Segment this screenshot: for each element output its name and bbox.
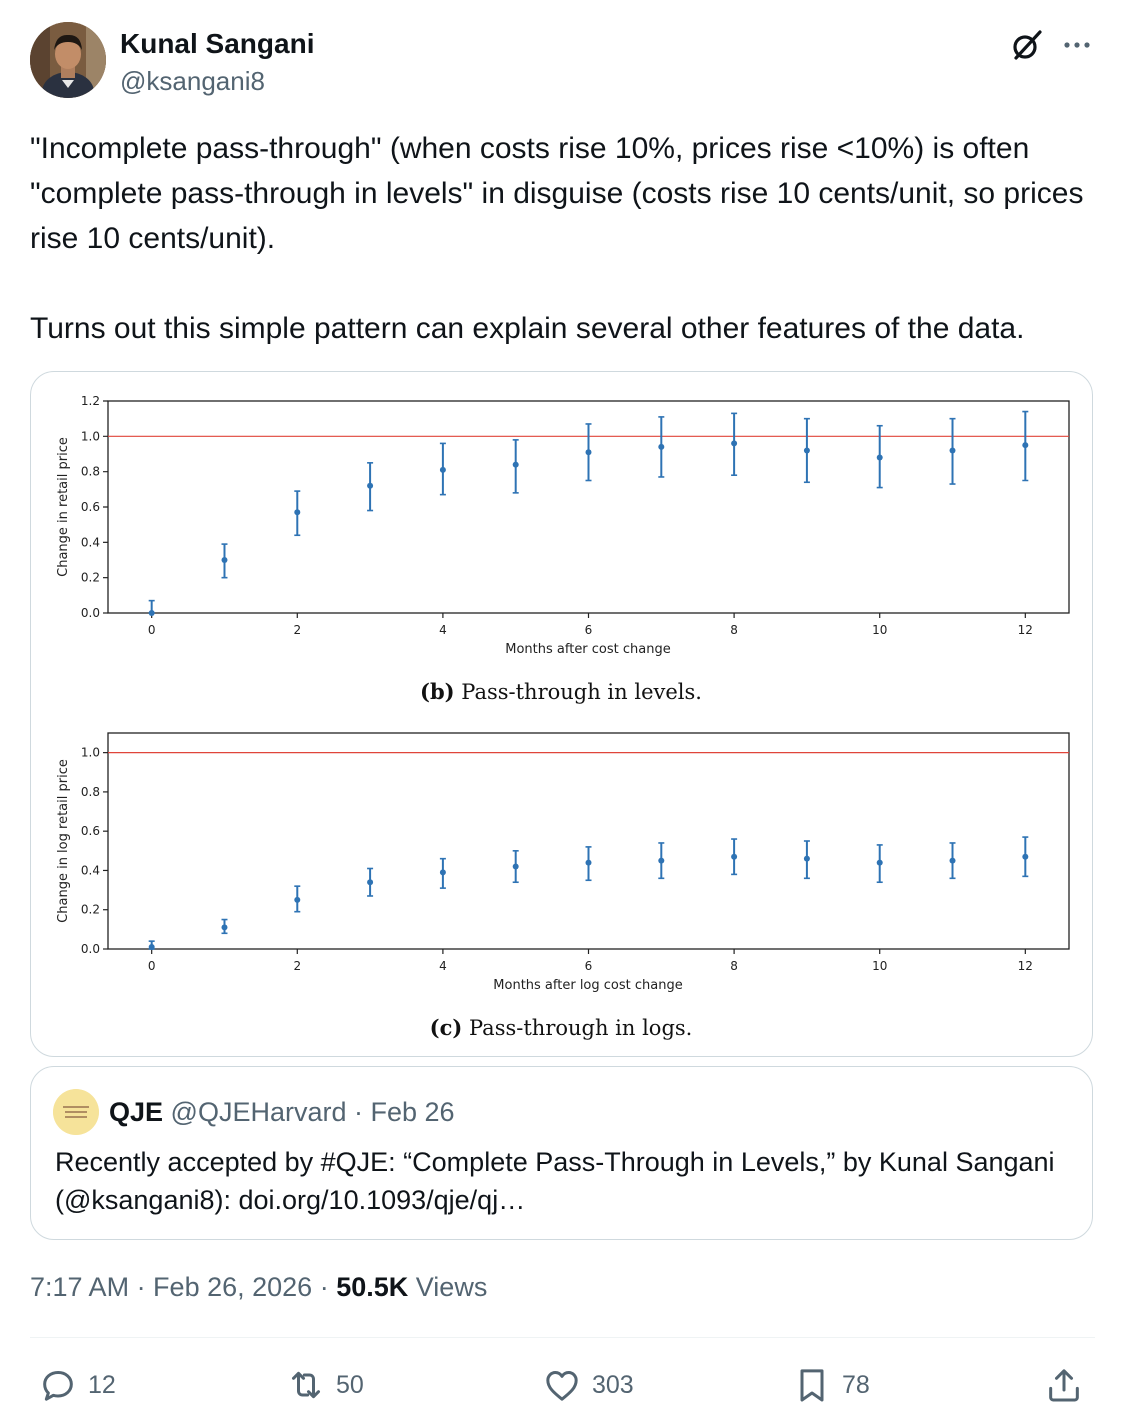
like-icon xyxy=(546,1371,578,1401)
quoted-tweet-text: Recently accepted by #QJE: “Complete Pas… xyxy=(55,1147,1055,1215)
views-count: 50.5K xyxy=(336,1272,409,1302)
chart-levels-xtick-label-4: 8 xyxy=(730,623,738,637)
like-button[interactable]: 303 xyxy=(542,1362,634,1408)
tweet-timestamp[interactable]: 7:17 AM · Feb 26, 2026 xyxy=(30,1272,313,1302)
chart-levels-point-2 xyxy=(294,509,301,516)
chart-levels: Change in retail price Months after cost… xyxy=(56,394,1070,704)
chart-levels-caption: (b) Pass-through in levels. xyxy=(420,679,702,704)
chart-logs-point-4 xyxy=(439,869,446,876)
chart-logs-caption: (c) Pass-through in logs. xyxy=(430,1015,693,1040)
chart-levels-point-8 xyxy=(731,440,738,447)
chart-levels-point-12 xyxy=(1022,442,1029,449)
chart-levels-xtick-label-6: 12 xyxy=(1018,623,1033,637)
chart-logs-ytick-label-3: 0.6 xyxy=(81,824,100,838)
grok-icon[interactable] xyxy=(1010,28,1044,62)
chart-levels-xtick-label-0: 0 xyxy=(148,623,156,637)
chart-levels-ytick-label-2: 0.4 xyxy=(81,535,100,549)
chart-levels-point-5 xyxy=(512,461,519,468)
chart-logs-point-10 xyxy=(876,859,883,866)
chart-logs-point-3 xyxy=(367,879,374,886)
chart-logs-ytick-label-5: 1.0 xyxy=(81,746,100,760)
chart-logs-ytick-label-2: 0.4 xyxy=(81,863,100,877)
repost-count: 50 xyxy=(336,1370,364,1399)
share-icon xyxy=(1049,1369,1079,1402)
chart-levels-xlabel: Months after cost change xyxy=(505,642,670,657)
chart-logs-xtick-label-1: 2 xyxy=(293,959,301,973)
bookmark-icon xyxy=(800,1369,824,1402)
divider xyxy=(30,1337,1095,1338)
chart-logs-xtick-label-3: 6 xyxy=(585,959,593,973)
quoted-tweet-avatar[interactable] xyxy=(53,1089,99,1135)
tweet-text: "Incomplete pass-through" (when costs ri… xyxy=(30,132,1084,345)
chart-levels-xtick-label-5: 10 xyxy=(872,623,887,637)
chart-levels-ytick-label-1: 0.2 xyxy=(81,571,100,585)
quoted-tweet-header: QJE @QJEHarvard · Feb 26 xyxy=(109,1097,455,1128)
quoted-tweet-author[interactable]: QJE xyxy=(109,1097,164,1127)
reply-count: 12 xyxy=(88,1370,116,1399)
more-icon[interactable] xyxy=(1060,28,1094,62)
chart-logs-xlabel: Months after log cost change xyxy=(493,978,682,993)
repost-button[interactable]: 50 xyxy=(286,1362,364,1408)
chart-levels-ytick-label-5: 1.0 xyxy=(81,429,100,443)
author-name[interactable]: Kunal Sangani xyxy=(120,28,315,59)
chart-levels-point-3 xyxy=(367,482,374,489)
repost-icon xyxy=(292,1371,320,1399)
chart-levels-xtick-label-1: 2 xyxy=(293,623,301,637)
chart-logs-point-12 xyxy=(1022,853,1029,860)
chart-logs-point-1 xyxy=(221,924,228,931)
chart-logs-xtick-label-0: 0 xyxy=(148,959,156,973)
like-count: 303 xyxy=(592,1370,634,1399)
chart-levels-ylabel: Change in retail price xyxy=(56,437,71,577)
tweet-meta: 7:17 AM · Feb 26, 2026 · 50.5K Views xyxy=(30,1272,487,1303)
chart-levels-point-6 xyxy=(585,449,592,456)
chart-logs-xtick-label-6: 12 xyxy=(1018,959,1033,973)
chart-logs-xtick-label-4: 8 xyxy=(730,959,738,973)
quoted-tweet[interactable]: QJE @QJEHarvard · Feb 26 Recently accept… xyxy=(30,1066,1093,1240)
action-bar: 12 50 303 78 xyxy=(30,1362,1095,1408)
reply-icon xyxy=(43,1371,73,1401)
chart-logs-point-8 xyxy=(731,853,738,860)
chart-logs-xtick-label-2: 4 xyxy=(439,959,447,973)
bookmark-count: 78 xyxy=(842,1370,870,1399)
chart-logs-ytick-label-1: 0.2 xyxy=(81,903,100,917)
chart-logs-point-7 xyxy=(658,857,665,864)
bookmark-button[interactable]: 78 xyxy=(792,1362,870,1408)
chart-levels-ytick-label-4: 0.8 xyxy=(81,465,100,479)
chart-logs-plot-frame xyxy=(107,732,1070,950)
chart-levels-point-4 xyxy=(439,466,446,473)
author-handle[interactable]: @ksangani8 xyxy=(120,66,265,96)
quoted-tweet-handle-date: @QJEHarvard · Feb 26 xyxy=(170,1097,455,1127)
share-button[interactable] xyxy=(1044,1362,1084,1408)
chart-levels-ytick-label-0: 0.0 xyxy=(81,606,100,620)
chart-logs-ytick-label-4: 0.8 xyxy=(81,785,100,799)
chart-levels-point-9 xyxy=(803,447,810,454)
chart-levels-point-0 xyxy=(148,610,155,616)
chart-logs-point-9 xyxy=(803,855,810,862)
chart-logs-ylabel: Change in log retail price xyxy=(56,759,71,923)
chart-logs-point-11 xyxy=(949,857,956,864)
chart-logs-point-6 xyxy=(585,859,592,866)
meta-separator: · xyxy=(319,1272,337,1302)
chart-logs-point-2 xyxy=(294,896,301,903)
tweet-header: Kunal Sangani @ksangani8 xyxy=(30,22,1095,102)
chart-logs-point-0 xyxy=(148,944,155,951)
views-label: Views xyxy=(415,1272,488,1302)
chart-logs-point-5 xyxy=(512,863,519,870)
chart-logs: Change in log retail price Months after … xyxy=(56,732,1070,1040)
chart-logs-xtick-label-5: 10 xyxy=(872,959,887,973)
chart-logs-ytick-label-0: 0.0 xyxy=(81,942,100,956)
chart-levels-xtick-label-2: 4 xyxy=(439,623,447,637)
chart-levels-ytick-label-3: 0.6 xyxy=(81,500,100,514)
chart-levels-point-10 xyxy=(876,454,883,461)
chart-levels-ytick-label-6: 1.2 xyxy=(81,394,100,408)
chart-levels-point-7 xyxy=(658,443,665,450)
chart-levels-point-11 xyxy=(949,447,956,454)
reply-button[interactable]: 12 xyxy=(38,1362,116,1408)
author-avatar[interactable] xyxy=(30,22,106,98)
chart-levels-point-1 xyxy=(221,557,228,563)
tweet-media[interactable]: Change in retail price Months after cost… xyxy=(30,371,1093,1057)
chart-levels-xtick-label-3: 6 xyxy=(585,623,593,637)
